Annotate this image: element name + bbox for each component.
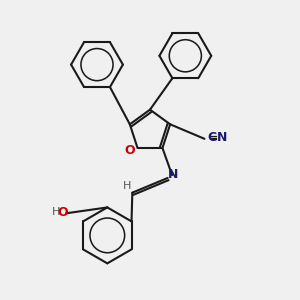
- Text: O: O: [57, 206, 68, 219]
- Text: N: N: [168, 168, 178, 181]
- Text: C: C: [207, 131, 217, 144]
- Text: H: H: [123, 181, 131, 191]
- Text: O: O: [124, 145, 135, 158]
- Text: H: H: [52, 207, 60, 218]
- Text: N: N: [217, 131, 227, 144]
